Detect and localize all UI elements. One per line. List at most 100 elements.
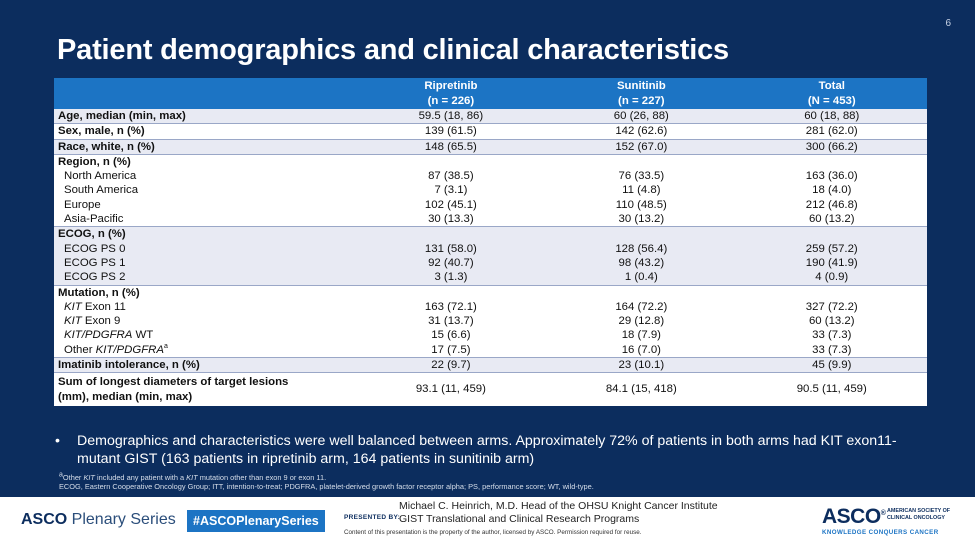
cell-ripretinib: 22 (9.7): [355, 357, 547, 374]
cell-sunitinib: 18 (7.9): [546, 328, 737, 343]
cell-ripretinib: 92 (40.7): [355, 255, 547, 271]
asco-logo: ASCO®: [822, 505, 886, 528]
table-row-europe: Europe 102 (45.1) 110 (48.5) 212 (46.8): [54, 197, 927, 213]
table-row-race: Race, white, n (%) 148 (65.5) 152 (67.0)…: [54, 139, 927, 155]
cell-sunitinib: 1 (0.4): [546, 270, 737, 286]
table-row-age: Age, median (min, max) 59.5 (18, 86) 60 …: [54, 109, 927, 125]
cell-ripretinib: 59.5 (18, 86): [355, 109, 547, 125]
cell-sunitinib: 98 (43.2): [546, 255, 737, 271]
cell-ripretinib: 148 (65.5): [355, 139, 547, 155]
asco-plenary-series-logo: ASCO Plenary Series: [21, 511, 176, 528]
cell-total: 33 (7.3): [736, 342, 927, 359]
cell-total: 45 (9.9): [736, 357, 927, 374]
cell-total: 259 (57.2): [736, 241, 927, 256]
page-number: 6: [945, 18, 951, 29]
cell-total: 18 (4.0): [736, 183, 927, 198]
row-label: South America: [54, 183, 356, 198]
cell-ripretinib: 139 (61.5): [355, 123, 547, 140]
presented-by-label: PRESENTED BY:: [344, 514, 401, 521]
hashtag-badge: #ASCOPlenarySeries: [187, 510, 325, 532]
copyright-disclaimer: Content of this presentation is the prop…: [344, 529, 642, 536]
table-row-sum-longest-diameters: Sum of longest diameters of target lesio…: [54, 372, 927, 406]
cell-sunitinib: 128 (56.4): [546, 241, 737, 256]
row-label: ECOG, n (%): [54, 226, 356, 242]
cell-ripretinib: 15 (6.6): [355, 328, 547, 343]
table-row-imatinib-intolerance: Imatinib intolerance, n (%) 22 (9.7) 23 …: [54, 357, 927, 374]
cell-ripretinib: 131 (58.0): [355, 241, 547, 256]
row-label: Sex, male, n (%): [54, 123, 356, 140]
row-label: Other KIT/PDGFRAa: [54, 342, 356, 359]
cell-total: 190 (41.9): [736, 255, 927, 271]
footnote-a: aOther KIT included any patient with a K…: [59, 471, 327, 482]
table-row-north-america: North America 87 (38.5) 76 (33.5) 163 (3…: [54, 169, 927, 184]
row-label: KIT/PDGFRA WT: [54, 328, 356, 343]
cell-ripretinib: 7 (3.1): [355, 183, 547, 198]
table-row-ecog-heading: ECOG, n (%): [54, 226, 927, 242]
cell-sunitinib: 110 (48.5): [546, 197, 737, 213]
footer-bar: ASCO Plenary Series #ASCOPlenarySeries P…: [0, 497, 975, 548]
slide-title: Patient demographics and clinical charac…: [57, 34, 729, 66]
cell-sunitinib: 84.1 (15, 418): [546, 372, 737, 406]
cell-total: 212 (46.8): [736, 197, 927, 213]
row-label: Region, n (%): [54, 154, 356, 170]
cell-total: 90.5 (11, 459): [736, 372, 927, 406]
cell-sunitinib: 76 (33.5): [546, 169, 737, 184]
row-label: ECOG PS 1: [54, 255, 356, 271]
bullet-text: Demographics and characteristics were we…: [77, 433, 897, 467]
demographics-table: Ripretinib (n = 226) Sunitinib (n = 227) T…: [54, 78, 927, 406]
asco-tagline: KNOWLEDGE CONQUERS CANCER: [822, 529, 939, 536]
table-row-ecog-ps1: ECOG PS 1 92 (40.7) 98 (43.2) 190 (41.9): [54, 255, 927, 271]
table-row-other-kit-pdgfra: Other KIT/PDGFRAa 17 (7.5) 16 (7.0) 33 (…: [54, 342, 927, 359]
cell-sunitinib: 16 (7.0): [546, 342, 737, 359]
table-row-south-america: South America 7 (3.1) 11 (4.8) 18 (4.0): [54, 183, 927, 198]
row-label: Europe: [54, 197, 356, 213]
row-label: North America: [54, 169, 356, 184]
row-label: Sum of longest diameters of target lesio…: [54, 372, 356, 406]
row-label: KIT Exon 11: [54, 299, 356, 315]
cell-sunitinib: 142 (62.6): [546, 123, 737, 140]
slide-background: 6 Patient demographics and clinical char…: [0, 0, 975, 497]
table-row-ecog-ps0: ECOG PS 0 131 (58.0) 128 (56.4) 259 (57.…: [54, 241, 927, 256]
row-label: Asia-Pacific: [54, 212, 356, 228]
header-sunitinib: Sunitinib (n = 227): [546, 78, 737, 109]
cell-ripretinib: 93.1 (11, 459): [355, 372, 547, 406]
row-label: Race, white, n (%): [54, 139, 356, 155]
row-label: ECOG PS 0: [54, 241, 356, 256]
table-row-ecog-ps2: ECOG PS 2 3 (1.3) 1 (0.4) 4 (0.9): [54, 270, 927, 286]
cell-total: 281 (62.0): [736, 123, 927, 140]
cell-sunitinib: 23 (10.1): [546, 357, 737, 374]
footnotes: aOther KIT included any patient with a K…: [59, 471, 594, 492]
presenter-info: Michael C. Heinrich, M.D. Head of the OH…: [399, 500, 718, 525]
table-row-mutation-heading: Mutation, n (%): [54, 285, 927, 300]
row-label: Imatinib intolerance, n (%): [54, 357, 356, 374]
header-label-cell: [54, 78, 356, 109]
cell-ripretinib: 163 (72.1): [355, 299, 547, 315]
cell-ripretinib: 3 (1.3): [355, 270, 547, 286]
row-label: Mutation, n (%): [54, 285, 356, 300]
cell-total: 60 (18, 88): [736, 109, 927, 125]
cell-total: 60 (13.2): [736, 212, 927, 228]
cell-sunitinib: 29 (12.8): [546, 314, 737, 329]
cell-total: 300 (66.2): [736, 139, 927, 155]
cell-total: 4 (0.9): [736, 270, 927, 286]
cell-sunitinib: 60 (26, 88): [546, 109, 737, 125]
cell-sunitinib: 30 (13.2): [546, 212, 737, 228]
cell-ripretinib: 87 (38.5): [355, 169, 547, 184]
table-row-asia-pacific: Asia-Pacific 30 (13.3) 30 (13.2) 60 (13.…: [54, 212, 927, 228]
table-row-sex: Sex, male, n (%) 139 (61.5) 142 (62.6) 2…: [54, 123, 927, 140]
cell-total: 33 (7.3): [736, 328, 927, 343]
table-row-kit-exon9: KIT Exon 9 31 (13.7) 29 (12.8) 60 (13.2): [54, 314, 927, 329]
cell-ripretinib: 31 (13.7): [355, 314, 547, 329]
header-ripretinib: Ripretinib (n = 226): [355, 78, 547, 109]
table-row-region-heading: Region, n (%): [54, 154, 927, 170]
cell-sunitinib: 164 (72.2): [546, 299, 737, 315]
row-label: ECOG PS 2: [54, 270, 356, 286]
cell-total: 163 (36.0): [736, 169, 927, 184]
cell-sunitinib: 152 (67.0): [546, 139, 737, 155]
cell-total: 60 (13.2): [736, 314, 927, 329]
row-label: KIT Exon 9: [54, 314, 356, 329]
cell-ripretinib: 102 (45.1): [355, 197, 547, 213]
row-label: Age, median (min, max): [54, 109, 356, 125]
table-header-row: Ripretinib (n = 226) Sunitinib (n = 227) T…: [54, 78, 927, 109]
footnote-abbreviations: ECOG, Eastern Cooperative Oncology Group…: [59, 482, 594, 492]
